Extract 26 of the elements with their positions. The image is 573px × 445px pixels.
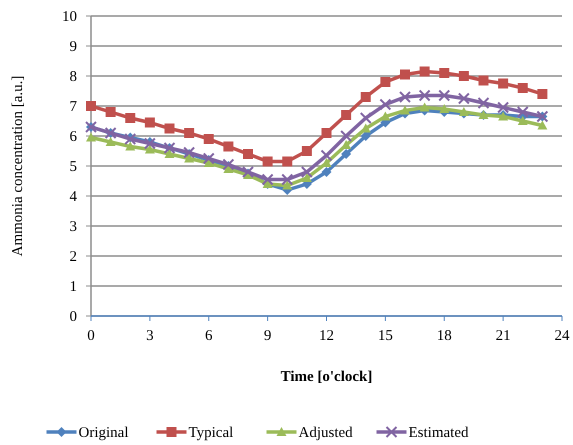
x-tick-label: 6 bbox=[205, 328, 213, 344]
y-tick-label: 4 bbox=[70, 189, 78, 205]
x-tick-label: 18 bbox=[436, 328, 452, 344]
x-tick-label: 12 bbox=[319, 328, 334, 344]
x-tick-label: 21 bbox=[496, 328, 511, 344]
legend-label: Original bbox=[78, 425, 128, 441]
x-tick-label: 24 bbox=[554, 328, 570, 344]
x-tick-label: 15 bbox=[378, 328, 393, 344]
y-tick-label: 10 bbox=[62, 9, 77, 25]
y-tick-label: 9 bbox=[70, 39, 77, 55]
x-tick-label: 9 bbox=[264, 328, 272, 344]
y-tick-label: 6 bbox=[70, 129, 78, 145]
x-axis-title: Time [o'clock] bbox=[280, 369, 372, 385]
y-tick-label: 8 bbox=[70, 69, 77, 85]
y-tick-label: 3 bbox=[70, 219, 77, 235]
x-tick-label: 0 bbox=[87, 328, 95, 344]
legend-label: Estimated bbox=[408, 425, 469, 441]
y-tick-label: 1 bbox=[70, 279, 77, 295]
legend-label: Typical bbox=[188, 425, 234, 441]
y-tick-label: 7 bbox=[70, 99, 78, 115]
y-tick-label: 0 bbox=[70, 309, 77, 325]
y-tick-label: 2 bbox=[70, 249, 77, 265]
y-tick-label: 5 bbox=[70, 159, 77, 175]
legend-label: Adjusted bbox=[298, 425, 354, 441]
x-tick-label: 3 bbox=[146, 328, 154, 344]
y-axis-title: Ammonia concentration [a.u.] bbox=[10, 76, 26, 256]
